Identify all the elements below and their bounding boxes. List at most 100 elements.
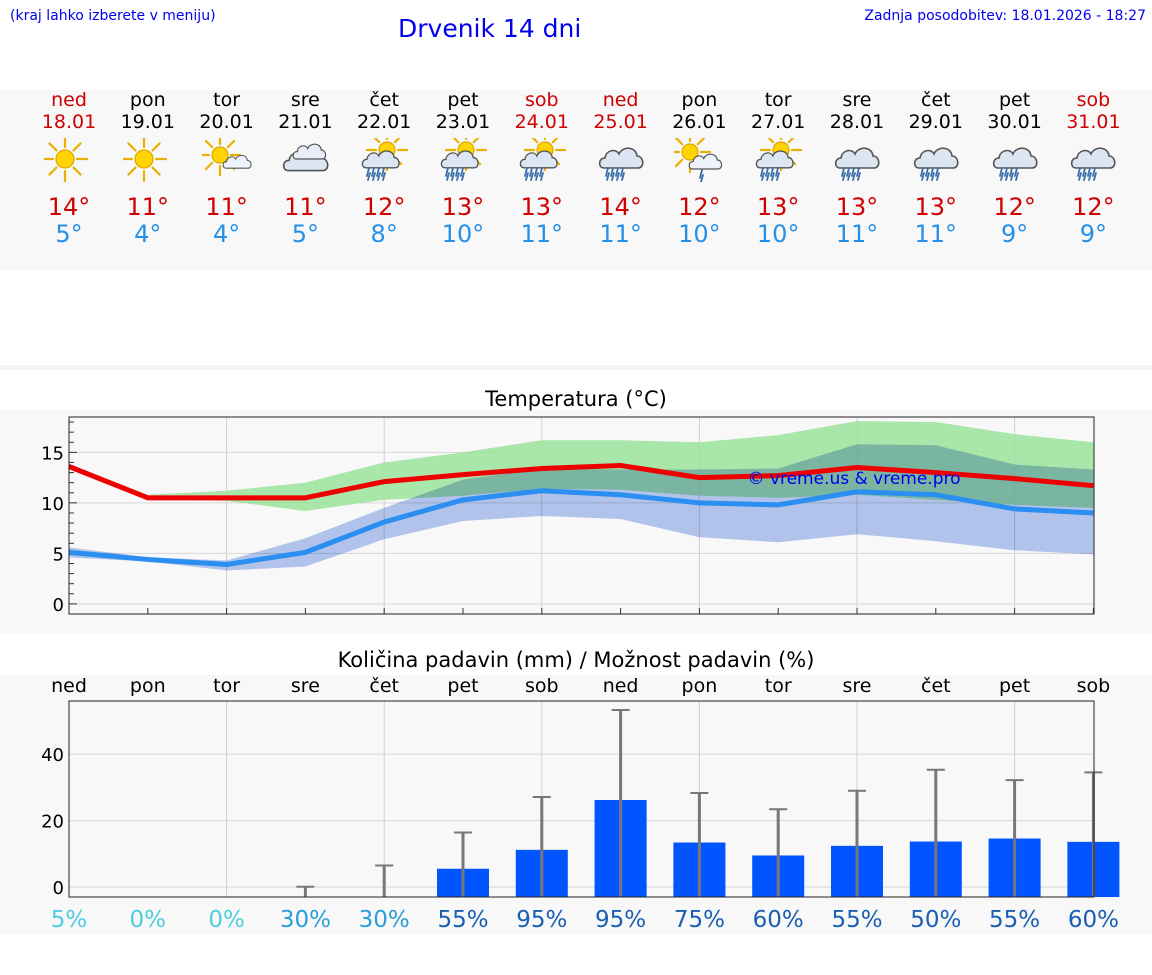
sun-ray	[127, 142, 137, 152]
rain-drop	[775, 167, 780, 177]
day-column: sob 24.01 13° 11°	[502, 89, 581, 248]
precipitation-probability: 55%	[437, 907, 488, 933]
day-column: tor 27.01 13° 10°	[739, 89, 818, 248]
day-column: sob 31.01 12° 9°	[1054, 89, 1133, 248]
sun-ray	[151, 166, 161, 176]
sun-cloud-rain-icon	[753, 128, 803, 182]
sun-ray	[72, 166, 82, 176]
day-name: sob	[1076, 89, 1111, 111]
max-temperature: 11°	[284, 193, 327, 221]
y-tick-label: 10	[41, 494, 64, 515]
x-category-label: sob	[525, 675, 559, 697]
day-date: 18.01	[41, 111, 97, 133]
rain-drop	[919, 167, 924, 177]
y-tick-label: 40	[41, 745, 64, 766]
rain-drop	[371, 167, 376, 177]
day-date: 26.01	[672, 111, 727, 133]
min-temperature: 9°	[1000, 220, 1029, 248]
rain-drop	[1003, 167, 1008, 177]
day-date: 28.01	[829, 111, 885, 133]
rain-drop	[620, 172, 625, 181]
rain-drop	[367, 172, 372, 181]
x-category-label: pon	[682, 675, 718, 697]
watermark: © vreme.us & vreme.pro	[747, 469, 960, 489]
rain-drop	[935, 172, 940, 181]
x-category-label: pon	[130, 675, 166, 697]
max-temperature: 14°	[599, 193, 642, 221]
rain-drop	[761, 172, 766, 181]
rain-drop	[699, 169, 704, 179]
rain-drop	[523, 167, 528, 177]
cloud-shape	[222, 154, 252, 169]
rain-drop	[1008, 167, 1013, 177]
day-column: pet 30.01 12° 9°	[975, 89, 1054, 248]
sun-ray	[151, 142, 161, 152]
day-date: 22.01	[356, 111, 412, 133]
rain-drop	[1087, 167, 1092, 177]
day-name: sre	[290, 89, 320, 111]
sun-cloud-rain-icon	[359, 128, 409, 182]
cloud-rain-icon	[990, 138, 1040, 182]
day-column: tor 20.01 11° 4°	[187, 89, 266, 248]
max-temperature: 12°	[993, 193, 1036, 221]
cloud-shape	[293, 143, 327, 160]
sun-disc	[681, 143, 699, 161]
rain-drop	[604, 167, 609, 177]
min-temperature: 8°	[370, 220, 398, 248]
rain-drop	[610, 172, 615, 181]
cloud-rain-icon	[1068, 138, 1118, 182]
rain-drop	[700, 174, 705, 183]
cloud-icon	[280, 138, 330, 182]
sun-ray	[48, 166, 58, 176]
day-date: 24.01	[514, 111, 569, 133]
x-category-label: čet	[921, 675, 951, 697]
day-name: ned	[51, 89, 87, 111]
day-column: sre 21.01 11° 5°	[266, 89, 345, 248]
sun-disc	[55, 149, 75, 169]
max-temperature: 11°	[126, 193, 170, 221]
rain-drop	[856, 167, 860, 177]
cloud-shape	[440, 150, 479, 169]
day-date: 20.01	[199, 111, 254, 133]
rain-drop	[842, 172, 846, 181]
day-name: pet	[998, 89, 1031, 111]
cloud-shape	[598, 147, 644, 169]
cloud-shape	[834, 147, 880, 169]
day-name: tor	[213, 89, 241, 111]
sun-ray	[72, 142, 82, 152]
day-date: 30.01	[987, 111, 1042, 133]
day-date: 27.01	[750, 111, 806, 133]
cloud-outline	[293, 143, 327, 160]
rain-drop	[852, 172, 856, 181]
day-name: tor	[764, 89, 792, 111]
precipitation-probability: 60%	[1068, 907, 1119, 933]
min-temperature-band	[69, 444, 1094, 571]
rain-drop	[1004, 172, 1009, 181]
day-column: pon 19.01 11° 4°	[108, 89, 187, 248]
cloud-outline	[689, 153, 723, 170]
day-column: čet 29.01 13° 11°	[896, 89, 975, 248]
x-category-label: pet	[999, 675, 1030, 697]
rain-drop	[770, 167, 775, 177]
max-temperature-line	[68, 462, 1094, 501]
rain-drop	[450, 167, 454, 177]
day-column: ned 25.01 14° 11°	[581, 89, 660, 248]
precipitation-probability: 30%	[280, 907, 331, 933]
page-title: Drvenik 14 dni	[398, 14, 582, 43]
day-column: pon 26.01 12° 10°	[660, 89, 739, 248]
rain-drop	[934, 167, 939, 177]
sun-cloud-rain-icon	[517, 128, 567, 182]
rain-drop	[455, 167, 459, 177]
rain-drop	[1077, 167, 1082, 177]
day-name: pet	[447, 89, 479, 111]
cloud-outline	[361, 150, 400, 169]
sun-ray	[675, 136, 684, 146]
min-temperature: 11°	[599, 220, 642, 248]
cloud-outline	[992, 147, 1038, 169]
precipitation-probability: 5%	[51, 907, 88, 933]
rain-drop	[445, 167, 449, 177]
rain-drop	[920, 172, 925, 181]
rain-drop	[377, 172, 382, 181]
x-category-label: tor	[213, 675, 240, 697]
rain-drop	[1092, 167, 1097, 177]
